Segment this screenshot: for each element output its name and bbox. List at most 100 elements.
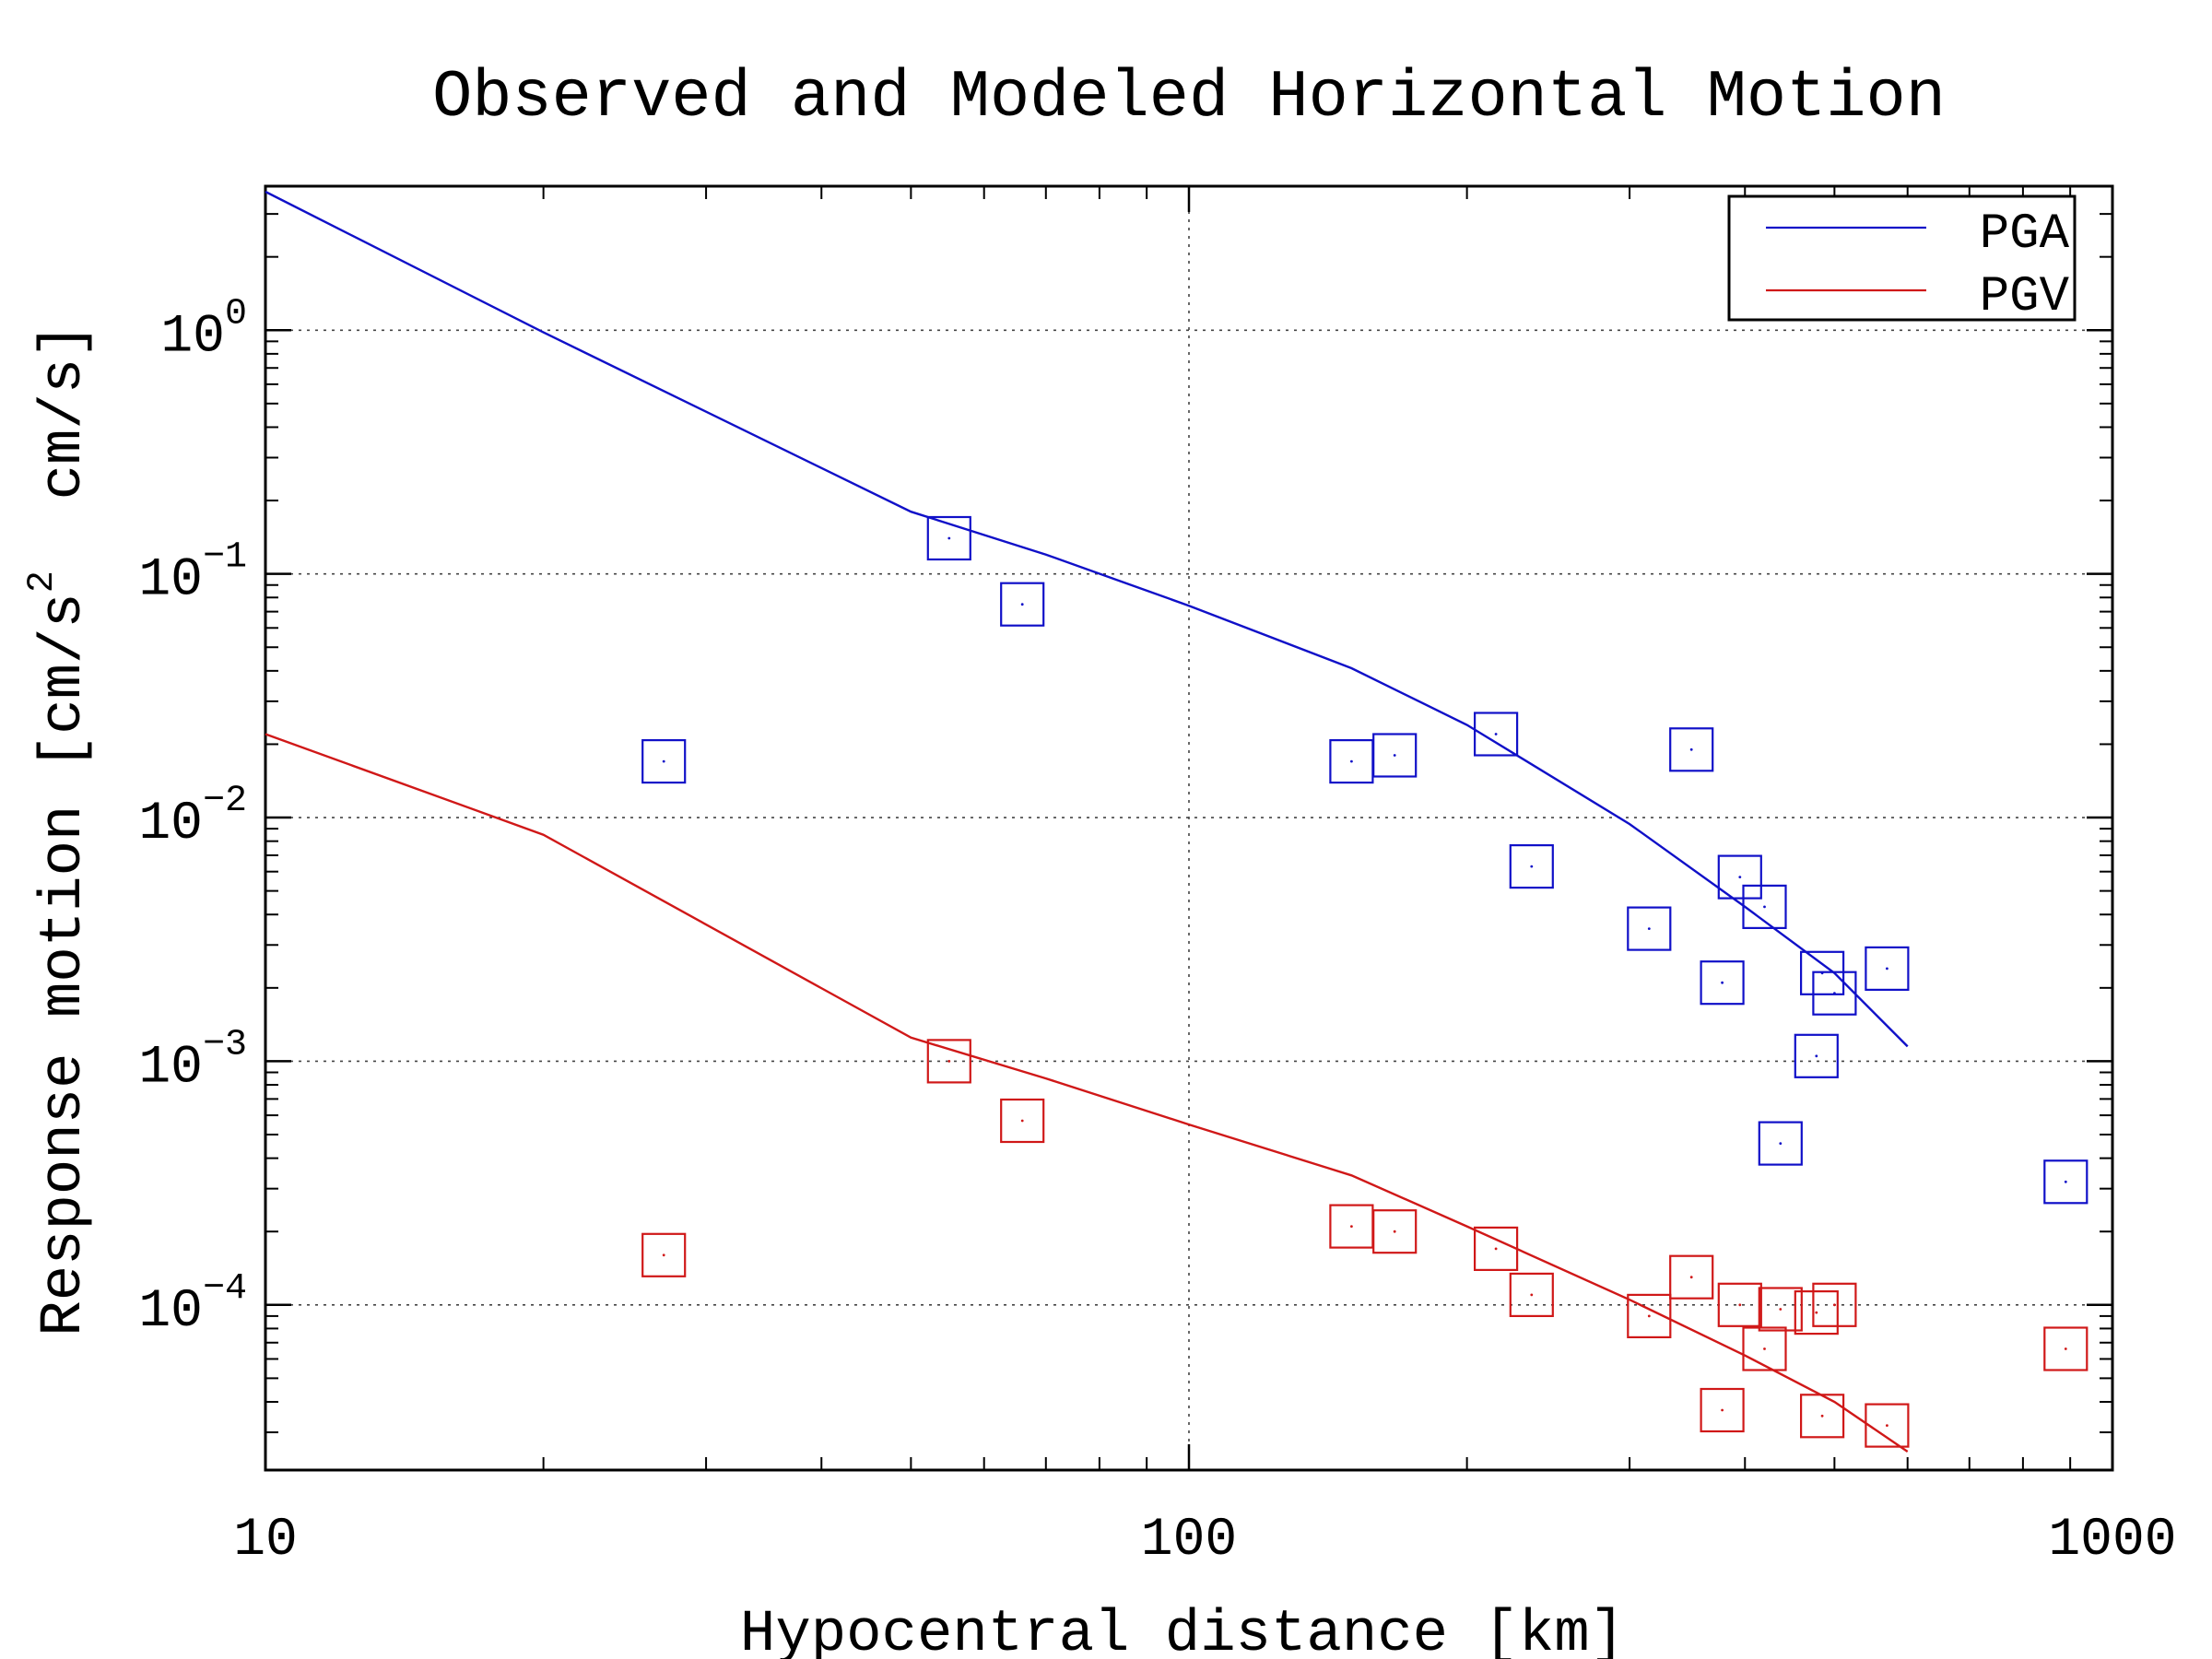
y-tick-label-base: 10 [160,307,225,367]
pga-observation-dot [1738,876,1742,878]
plot-frame [264,184,2114,1472]
y-tick-label-exponent: −3 [203,1024,247,1065]
pgv-observation-dot [1833,1303,1836,1307]
pga-observation-point [1473,712,1519,757]
pga-observation-point [641,738,687,784]
chart-title: Observed and Modeled Horizontal Motion [432,60,1946,135]
pga-observation-dot [1689,747,1693,751]
x-tick-labels: 10 100 1000 [233,1511,2176,1571]
legend-box [1727,194,2077,322]
y-axis-label-main: Response motion [cm/s [31,593,98,1336]
minor-ticks [265,186,2112,1470]
y-tick-label: 10−2 [138,781,247,854]
pgv-observation-dot [1020,1119,1024,1123]
pgv-observation-point [1758,1287,1803,1332]
pgv-observation-point [1509,1272,1554,1318]
series-pga [265,190,2088,1205]
pgv-observation-dot [1494,1247,1498,1251]
pga-observation-point [1669,727,1714,772]
pga-observation-point [1509,843,1554,889]
pgv-observation-dot [1689,1276,1693,1279]
y-tick-label: 10−4 [138,1268,247,1342]
pga-observation-dot [1530,865,1534,868]
y-tick-label-exponent: 0 [225,293,247,335]
pgv-observation-dot [1763,1347,1766,1350]
pgv-observation-point [1372,1209,1418,1254]
pga-observation-point [2043,1159,2088,1205]
pga-observation-dot [1815,1054,1818,1058]
y-axis-label-tail: cm/s] [31,323,98,571]
pga-observation-dot [947,536,951,540]
pgv-observation-point [926,1039,971,1084]
x-axis-label: Hypocentral distance [km] [740,1602,1625,1659]
pgv-observation-point [1627,1293,1672,1339]
y-tick-label-base: 10 [138,1038,203,1098]
pga-observation-dot [1647,927,1651,930]
pga-observation-dot [1833,992,1836,995]
pgv-observation-point [1799,1394,1845,1439]
pgv-observation-dot [662,1253,665,1257]
pgv-observation-dot [947,1060,951,1063]
y-tick-label: 10−1 [138,537,247,611]
major-ticks [264,186,2114,1470]
pga-observation-point [1000,582,1045,627]
pga-observation-dot [1779,1142,1783,1145]
pgv-observation-point [641,1232,687,1277]
x-tick-label: 10 [233,1511,298,1571]
y-tick-label-base: 10 [138,794,203,854]
y-tick-label: 10−3 [138,1024,247,1098]
y-tick-label-exponent: −2 [203,781,247,822]
pgv-observation-dot [1647,1314,1651,1318]
x-tick-label: 100 [1141,1511,1237,1571]
pgv-observation-point [1700,1387,1745,1433]
pga-observation-point [1627,906,1672,951]
pgv-observation-dot [1350,1225,1353,1228]
pga-observation-point [1700,960,1745,1006]
pga-observation-dot [1350,759,1353,763]
pga-observation-point [1742,884,1787,930]
pga-observation-dot [1886,967,1888,971]
pga-observation-point [1794,1033,1839,1078]
pgv-observation-point [1669,1254,1714,1300]
pgv-observation-dot [1393,1230,1396,1233]
pga-observation-dot [1494,733,1498,735]
y-axis-label: Response motion [cm/s2 cm/s] [22,323,98,1335]
grid [265,186,2112,1470]
pgv-observation-dot [1721,1408,1724,1412]
pga-observation-point [926,515,971,561]
pgv-observation-point [1865,1403,1910,1448]
pgv-observation-dot [1738,1303,1742,1307]
legend: PGA PGV [1727,194,2077,325]
y-tick-label-base: 10 [138,551,203,611]
pgv-observation-point [2043,1326,2088,1371]
y-tick-label-base: 10 [138,1282,203,1342]
pgv-observation-point [1000,1098,1045,1144]
y-tick-label-exponent: −1 [203,537,247,579]
pga-observation-dot [1020,603,1024,606]
pga-observation-dot [1721,981,1724,984]
pga-observation-point [1717,854,1762,900]
pgv-observation-dot [1815,1311,1818,1314]
y-tick-label-exponent: −4 [203,1268,247,1310]
pgv-observation-point [1742,1326,1787,1371]
legend-label-pgv: PGV [1980,269,2070,325]
pga-observation-point [1799,950,1845,995]
pga-observation-dot [1393,754,1396,757]
pgv-observation-point [1717,1282,1762,1327]
pga-observation-point [1758,1121,1803,1166]
pgv-observation-dot [1530,1293,1534,1297]
pga-observation-point [1372,733,1418,778]
pgv-observation-dot [1779,1308,1783,1311]
y-tick-label: 100 [160,293,247,367]
pgv-observation-dot [1886,1424,1888,1427]
pga-observation-dot [2064,1180,2067,1183]
series-pgv [265,733,2088,1453]
pgv-observation-point [1812,1282,1857,1327]
legend-label-pga: PGA [1980,206,2070,263]
pga-observation-dot [1763,905,1766,909]
x-tick-label: 1000 [2048,1511,2176,1571]
series [265,190,2088,1453]
pgv-observation-dot [2064,1347,2067,1350]
pgv-observation-point [1794,1289,1839,1335]
